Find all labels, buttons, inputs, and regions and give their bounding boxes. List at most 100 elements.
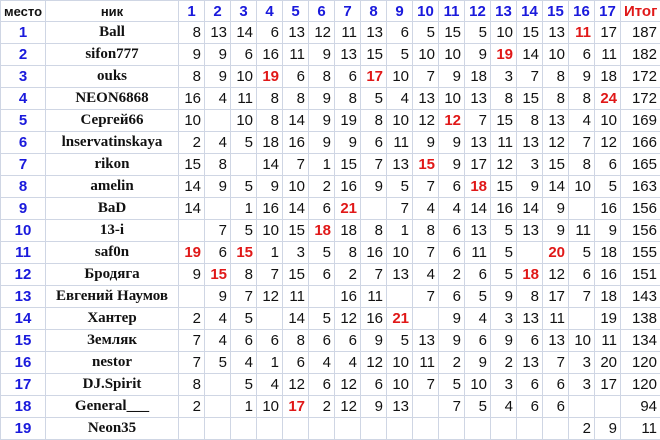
score-cell: 6 (569, 264, 595, 286)
score-cell: 16 (179, 88, 205, 110)
score-cell: 18 (517, 264, 543, 286)
score-cell: 6 (309, 198, 335, 220)
nick-cell: nestor (46, 352, 179, 374)
nick-cell: Бродяга (46, 264, 179, 286)
score-cell: 15 (491, 176, 517, 198)
score-cell: 18 (309, 220, 335, 242)
score-cell: 5 (205, 352, 231, 374)
score-cell: 9 (361, 176, 387, 198)
score-cell: 6 (283, 352, 309, 374)
score-cell: 5 (387, 330, 413, 352)
score-cell: 17 (465, 154, 491, 176)
score-cell (413, 308, 439, 330)
header-round-6: 6 (309, 1, 335, 22)
score-cell: 13 (361, 22, 387, 44)
score-cell: 1 (387, 220, 413, 242)
score-cell: 4 (309, 352, 335, 374)
score-cell: 13 (387, 154, 413, 176)
score-cell: 2 (491, 352, 517, 374)
score-cell: 3 (491, 374, 517, 396)
place-cell: 9 (1, 198, 46, 220)
score-cell: 4 (231, 352, 257, 374)
total-cell: 143 (621, 286, 660, 308)
score-cell: 14 (179, 176, 205, 198)
score-cell: 9 (205, 44, 231, 66)
score-cell: 15 (439, 22, 465, 44)
score-cell: 11 (465, 242, 491, 264)
place-cell: 18 (1, 396, 46, 418)
score-cell: 14 (283, 198, 309, 220)
score-cell: 19 (491, 44, 517, 66)
score-cell: 15 (283, 264, 309, 286)
score-cell: 6 (283, 66, 309, 88)
place-cell: 1 (1, 22, 46, 44)
score-cell: 3 (569, 352, 595, 374)
score-cell: 1 (257, 352, 283, 374)
place-cell: 14 (1, 308, 46, 330)
score-cell (413, 396, 439, 418)
score-cell: 7 (413, 176, 439, 198)
score-cell: 10 (231, 110, 257, 132)
score-cell (335, 418, 361, 440)
score-cell (283, 418, 309, 440)
score-cell: 4 (569, 110, 595, 132)
score-cell: 16 (257, 198, 283, 220)
score-cell: 2 (309, 176, 335, 198)
score-cell: 9 (439, 308, 465, 330)
score-cell: 4 (205, 330, 231, 352)
score-cell: 4 (439, 198, 465, 220)
score-cell: 16 (335, 176, 361, 198)
score-cell: 10 (257, 396, 283, 418)
score-cell: 6 (517, 330, 543, 352)
score-cell: 14 (283, 308, 309, 330)
score-cell (309, 418, 335, 440)
score-cell: 6 (465, 330, 491, 352)
score-cell: 15 (517, 22, 543, 44)
total-cell: 187 (621, 22, 660, 44)
score-cell: 12 (543, 264, 569, 286)
score-cell: 2 (179, 308, 205, 330)
score-cell: 6 (335, 66, 361, 88)
score-cell: 4 (491, 396, 517, 418)
score-cell: 13 (517, 308, 543, 330)
score-cell: 13 (465, 88, 491, 110)
score-cell: 18 (595, 66, 621, 88)
score-cell: 16 (283, 132, 309, 154)
score-cell: 3 (491, 66, 517, 88)
score-cell: 5 (491, 264, 517, 286)
nick-cell: Сергей66 (46, 110, 179, 132)
total-cell: 94 (621, 396, 660, 418)
score-cell: 7 (569, 286, 595, 308)
score-cell: 20 (543, 242, 569, 264)
score-cell (543, 418, 569, 440)
score-cell: 4 (335, 352, 361, 374)
score-cell: 8 (491, 88, 517, 110)
place-cell: 17 (1, 374, 46, 396)
score-cell: 11 (595, 44, 621, 66)
score-cell: 6 (309, 264, 335, 286)
score-cell: 6 (309, 330, 335, 352)
score-cell: 14 (283, 110, 309, 132)
score-cell: 7 (179, 352, 205, 374)
header-round-4: 4 (257, 1, 283, 22)
score-cell: 8 (231, 264, 257, 286)
header-round-17: 17 (595, 1, 621, 22)
score-cell: 6 (257, 22, 283, 44)
total-cell: 134 (621, 330, 660, 352)
score-cell: 7 (413, 242, 439, 264)
nick-cell: Ball (46, 22, 179, 44)
score-cell: 10 (387, 66, 413, 88)
header-round-11: 11 (439, 1, 465, 22)
score-cell: 6 (517, 396, 543, 418)
score-cell: 7 (413, 374, 439, 396)
score-cell: 13 (543, 330, 569, 352)
header-total: Итог (621, 1, 660, 22)
score-cell: 5 (439, 374, 465, 396)
score-cell: 8 (309, 66, 335, 88)
score-cell: 12 (257, 286, 283, 308)
